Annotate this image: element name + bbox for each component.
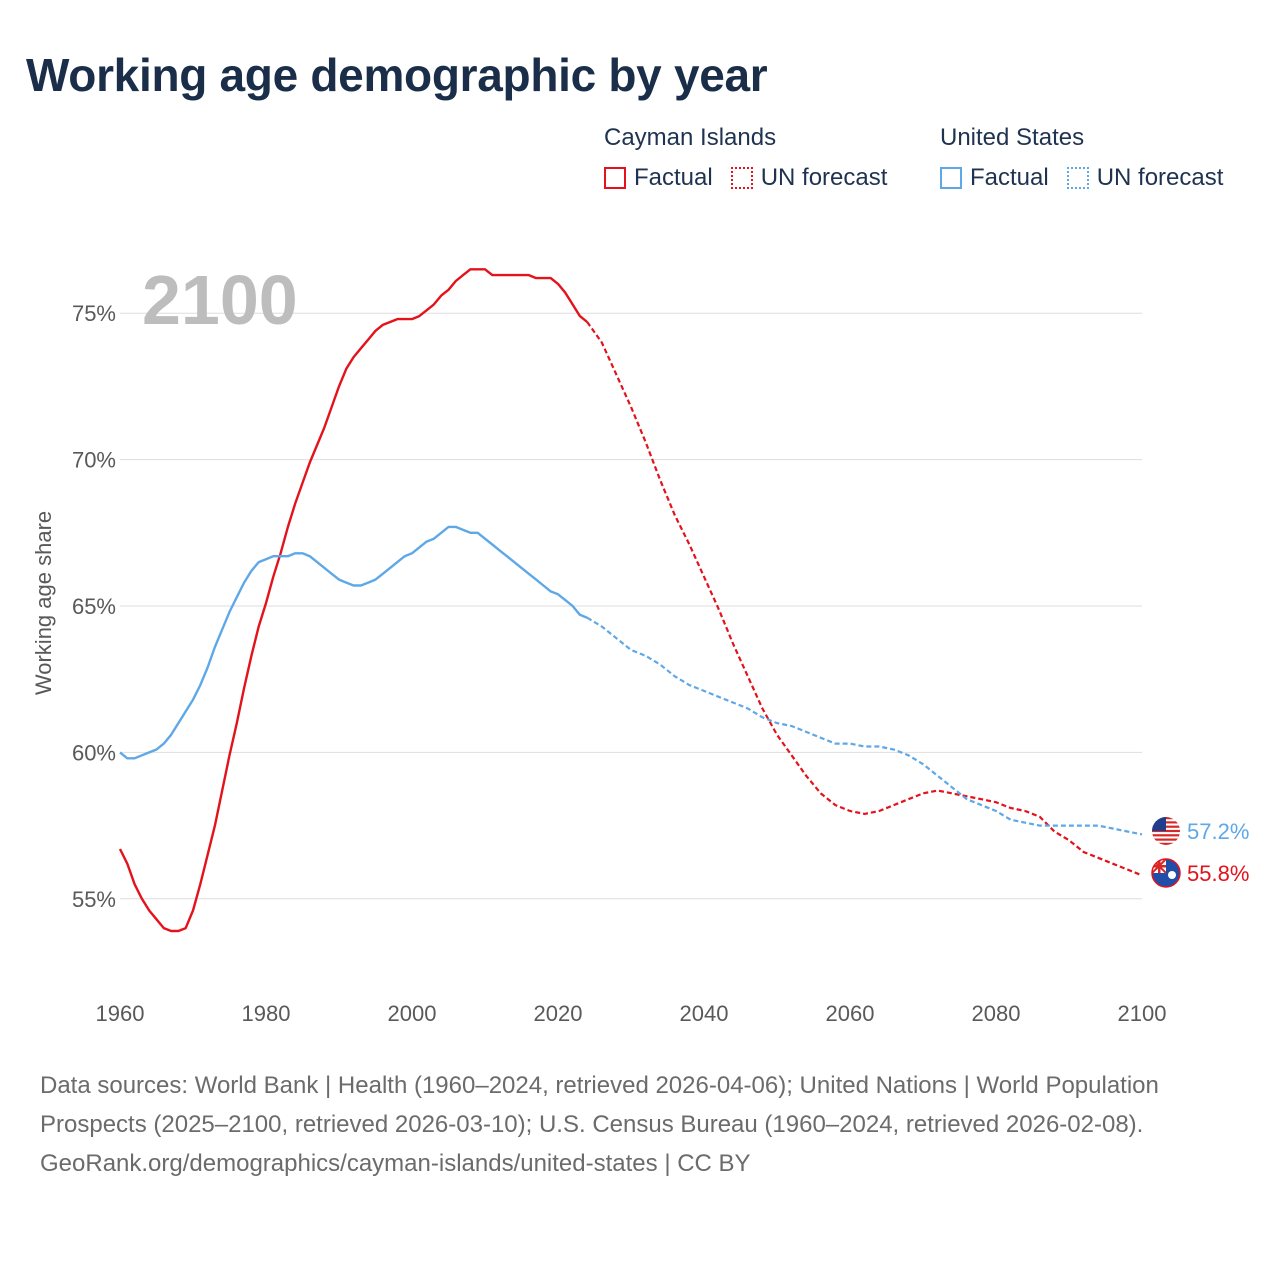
end-value-label-cayman-islands: 55.8% <box>1187 861 1249 886</box>
legend-swatch-solid-red <box>604 167 626 189</box>
y-tick-label: 75% <box>72 301 116 326</box>
series-line-factual-united-states <box>119 525 588 760</box>
x-tick-label: 1980 <box>242 1001 291 1026</box>
legend-group-title: Cayman Islands <box>604 124 777 151</box>
us-flag-icon <box>1152 817 1180 845</box>
series-line-factual-cayman-islands <box>118 268 588 933</box>
x-tick-label: 2080 <box>972 1001 1021 1026</box>
series-line-forecast-cayman-islands <box>586 321 1143 877</box>
legend-label: Factual <box>634 164 713 191</box>
footer: Data sources: World Bank | Health (1960–… <box>40 1066 1240 1183</box>
legend-swatch-dotted-red <box>730 167 753 189</box>
y-tick-label: 70% <box>72 448 116 473</box>
data-sources-text: Data sources: World Bank | Health (1960–… <box>40 1072 1159 1138</box>
legend-item-us-factual[interactable]: Factual <box>940 164 1049 192</box>
legend-group-cayman-islands: Cayman Islands Factual UN forecast <box>604 124 905 192</box>
legend-swatch-solid-blue <box>940 167 962 189</box>
y-axis-label: Working age share <box>31 511 56 695</box>
legend-group-title: United States <box>940 124 1085 151</box>
attribution-text: GeoRank.org/demographics/cayman-islands/… <box>40 1150 751 1177</box>
legend-label: Factual <box>970 164 1049 191</box>
legend-swatch-dotted-blue <box>1066 167 1089 189</box>
x-tick-label: 2100 <box>1118 1001 1167 1026</box>
legend-group-united-states: United States Factual UN forecast <box>940 124 1241 192</box>
end-value-label-united-states: 57.2% <box>1187 819 1249 844</box>
cayman-islands-flag-icon <box>1151 858 1181 888</box>
y-tick-label: 55% <box>72 887 116 912</box>
series-line-forecast-united-states <box>586 616 1143 836</box>
x-tick-label: 2000 <box>388 1001 437 1026</box>
legend-item-us-forecast[interactable]: UN forecast <box>1066 164 1224 192</box>
x-tick-label: 2040 <box>680 1001 729 1026</box>
y-tick-label: 65% <box>72 594 116 619</box>
line-chart: 55% 60% 65% 70% 75% 1960 1980 2000 2020 2040 2060 2… <box>31 261 1249 1026</box>
legend-label: UN forecast <box>760 164 888 191</box>
x-tick-label: 2060 <box>826 1001 875 1026</box>
legend-item-cayman-factual[interactable]: Factual <box>604 164 713 192</box>
chart-title: Working age demographic by year <box>26 49 768 101</box>
y-tick-label: 60% <box>72 740 116 765</box>
legend-label: UN forecast <box>1096 164 1224 191</box>
legend-item-cayman-forecast[interactable]: UN forecast <box>730 164 888 192</box>
x-tick-label: 1960 <box>96 1001 145 1026</box>
current-year-label: 2100 <box>142 261 298 339</box>
x-tick-label: 2020 <box>534 1001 583 1026</box>
